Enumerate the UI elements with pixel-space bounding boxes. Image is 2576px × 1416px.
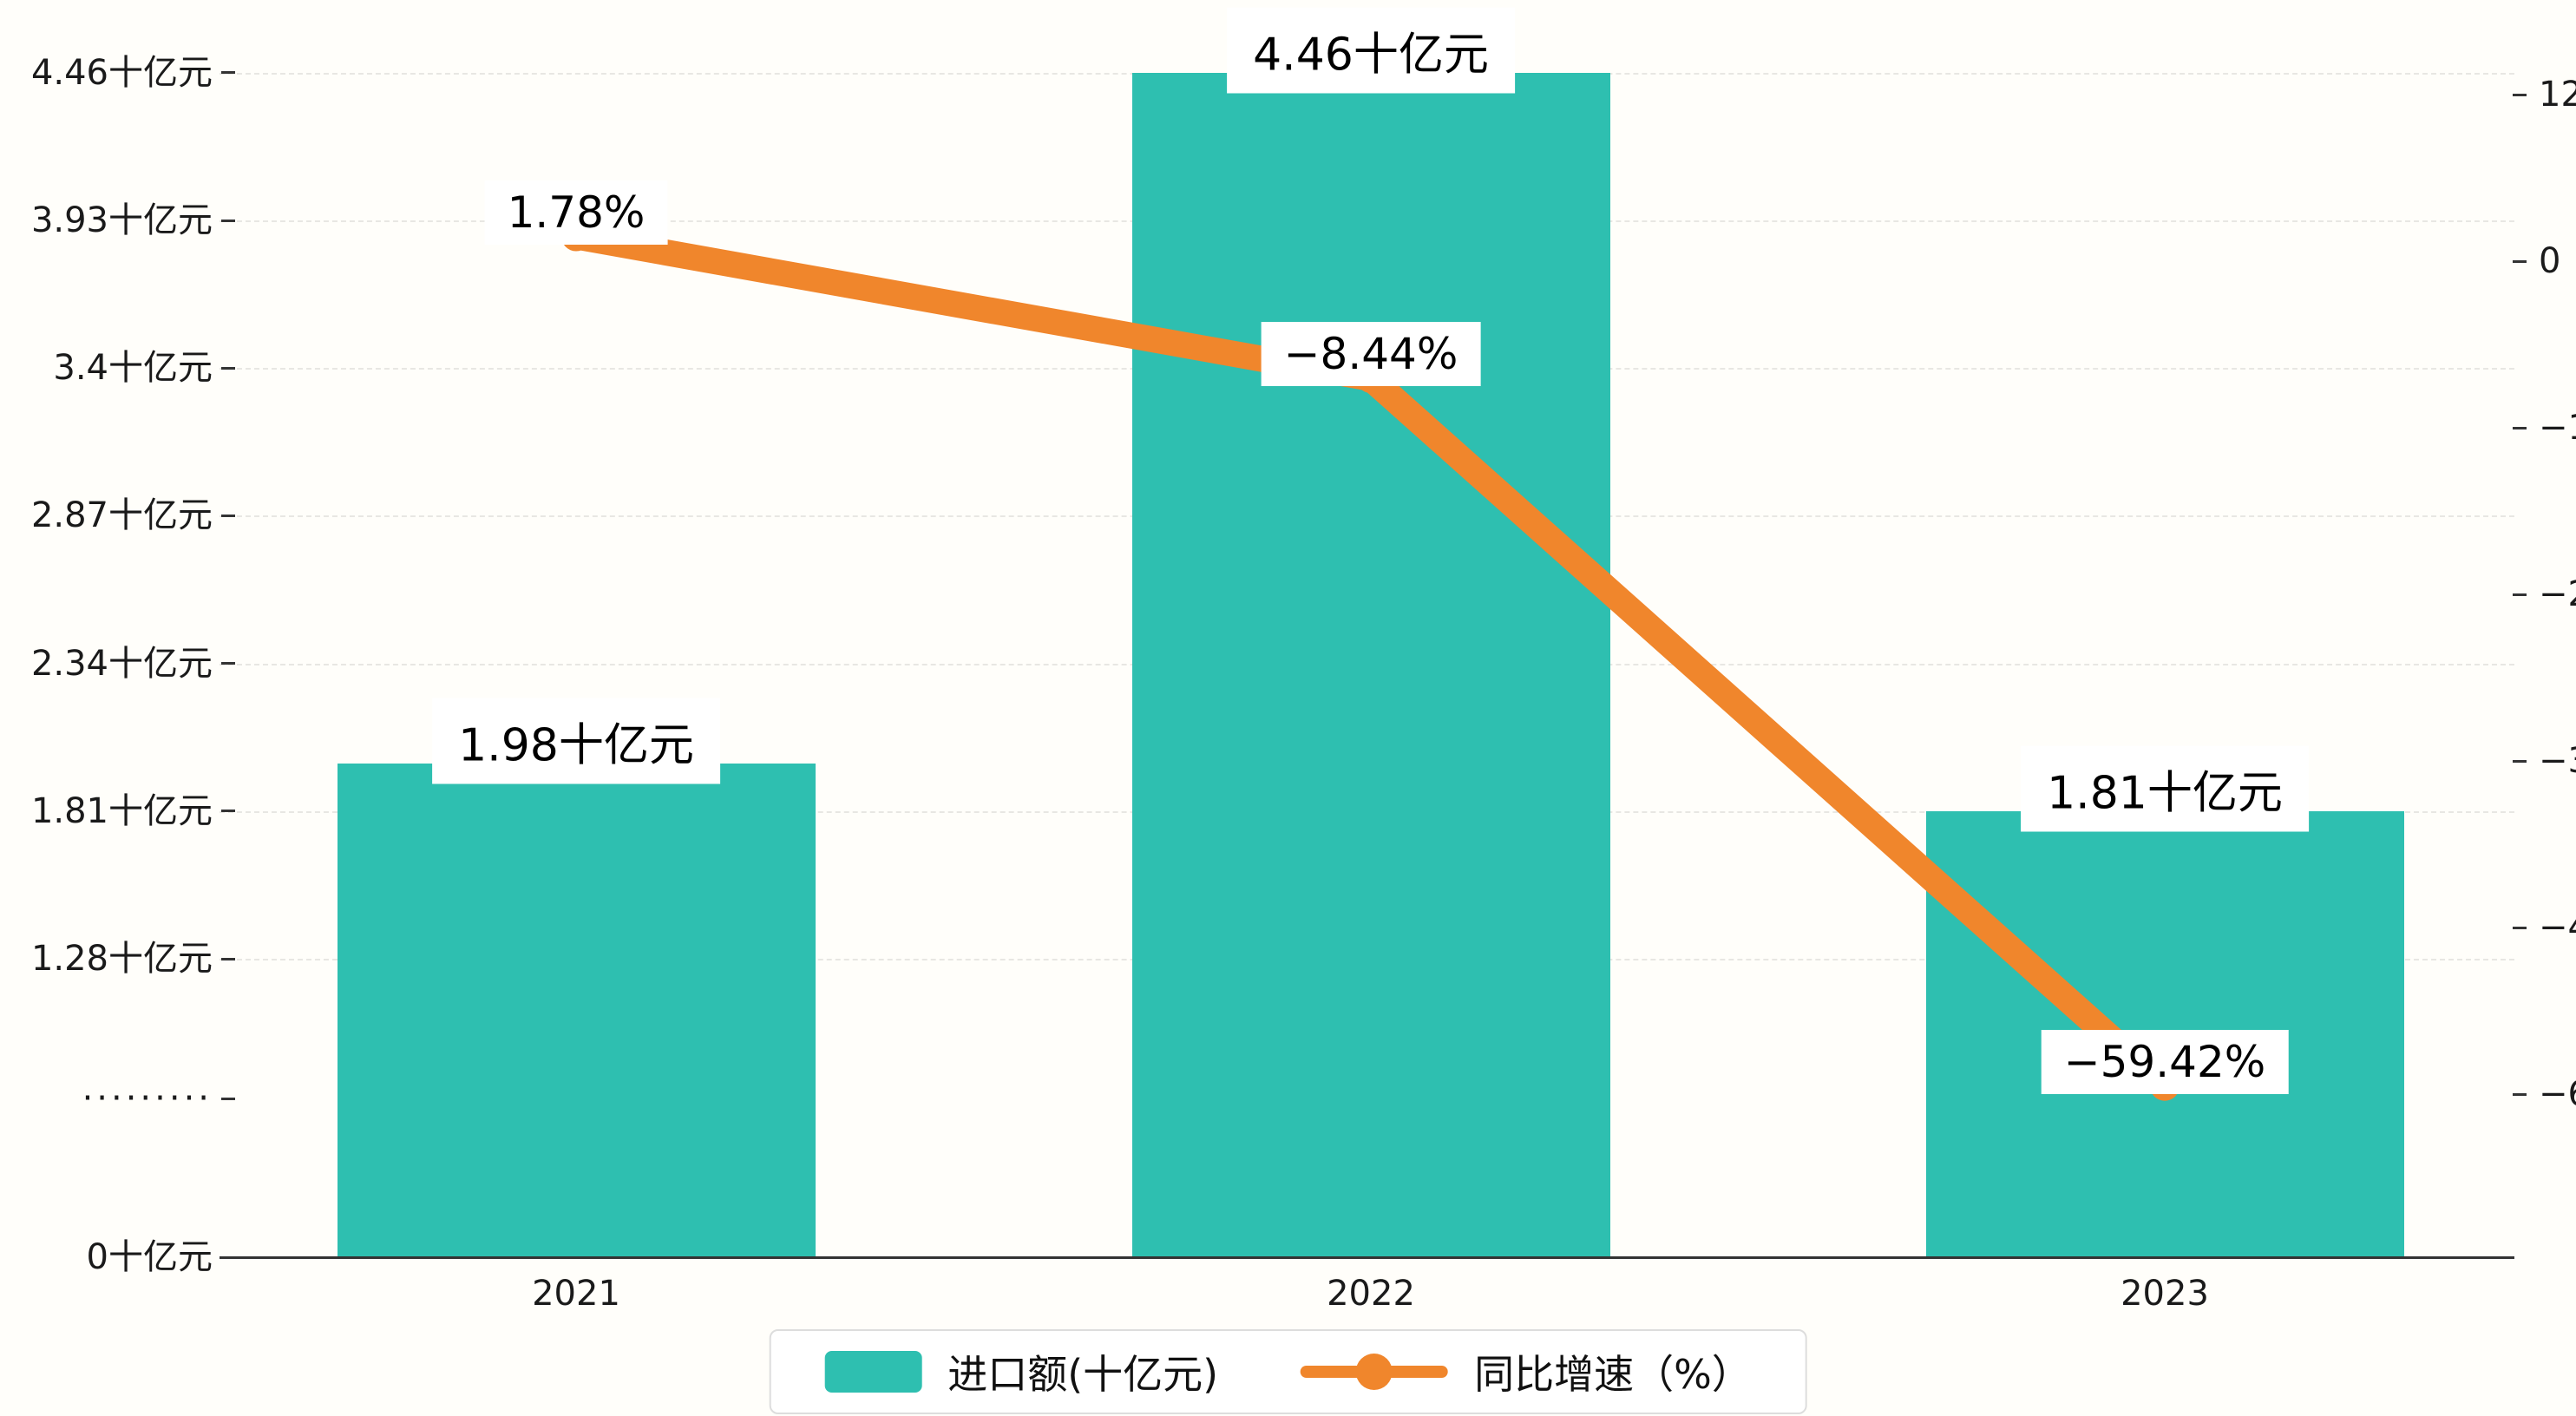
left-axis-tick-mark: [221, 957, 235, 960]
left-axis-zero-label: 0十亿元: [86, 1237, 213, 1277]
bar-2022: [1131, 72, 1610, 1257]
legend-label-import-value: 进口额(十亿元): [947, 1351, 1219, 1398]
right-axis-tick-mark: [2513, 926, 2527, 929]
left-axis-tick-label: 3.4十亿元: [53, 348, 213, 389]
right-axis-tick-label: −36: [2539, 741, 2576, 781]
bar-value-label: 1.98十亿元: [432, 698, 720, 784]
legend-dot-marker: [1356, 1354, 1393, 1390]
right-axis-tick-mark: [2513, 759, 2527, 763]
legend-item-yoy-growth[interactable]: 同比增速（%）: [1301, 1343, 1752, 1400]
x-axis-category-label-2022: 2022: [1327, 1274, 1415, 1314]
right-axis-tick-label: −24: [2539, 574, 2576, 614]
left-axis-tick-mark: [221, 662, 235, 665]
bar-value-label: 1.81十亿元: [2021, 745, 2309, 832]
legend: 进口额(十亿元) 同比增速（%）: [769, 1329, 1807, 1414]
right-axis-tick-label: −60: [2539, 1074, 2576, 1114]
left-axis-tick-mark: [221, 514, 235, 517]
left-axis-tick-mark: [221, 71, 235, 75]
left-axis-tick-mark: [221, 810, 235, 813]
left-axis-tick-label: 4.46十亿元: [30, 52, 213, 93]
right-axis-tick-label: −12: [2539, 408, 2576, 448]
left-axis-tick-mark: [221, 219, 235, 222]
left-axis-break-tick: [221, 1097, 235, 1100]
line-value-label: −59.42%: [2041, 1029, 2289, 1094]
legend-item-import-value[interactable]: 进口额(十亿元): [824, 1343, 1218, 1400]
right-axis-tick-mark: [2513, 259, 2527, 263]
right-axis-tick-label: 12: [2539, 75, 2576, 115]
bar-2021: [337, 764, 816, 1257]
right-axis-tick-mark: [2513, 593, 2527, 596]
left-axis-tick-label: 2.87十亿元: [30, 495, 213, 536]
left-axis-tick-mark: [221, 366, 235, 370]
left-axis-tick-label: 2.34十亿元: [30, 643, 213, 684]
left-axis-tick-label: 1.81十亿元: [30, 790, 213, 831]
right-axis-tick-mark: [2513, 426, 2527, 429]
bar-value-label: 4.46十亿元: [1227, 7, 1515, 94]
legend-line-marker: [1301, 1354, 1449, 1390]
x-axis-category-label-2023: 2023: [2120, 1274, 2209, 1314]
right-axis-tick-mark: [2513, 1092, 2527, 1096]
left-axis-tick-label: 1.28十亿元: [30, 939, 213, 979]
x-axis-category-label-2021: 2021: [532, 1274, 620, 1314]
right-axis-tick-mark: [2513, 93, 2527, 96]
legend-swatch-bar: [824, 1351, 922, 1393]
right-axis-tick-label: 0: [2539, 241, 2561, 281]
legend-label-yoy-growth: 同比增速（%）: [1474, 1351, 1752, 1398]
left-axis-tick-label: 3.93十亿元: [30, 200, 213, 240]
right-axis-tick-label: −48: [2539, 908, 2576, 947]
left-axis-break-dots: ·········: [82, 1078, 213, 1118]
line-value-label: −8.44%: [1261, 322, 1481, 387]
line-value-label: 1.78%: [484, 180, 668, 245]
x-axis-line: [220, 1256, 2514, 1259]
